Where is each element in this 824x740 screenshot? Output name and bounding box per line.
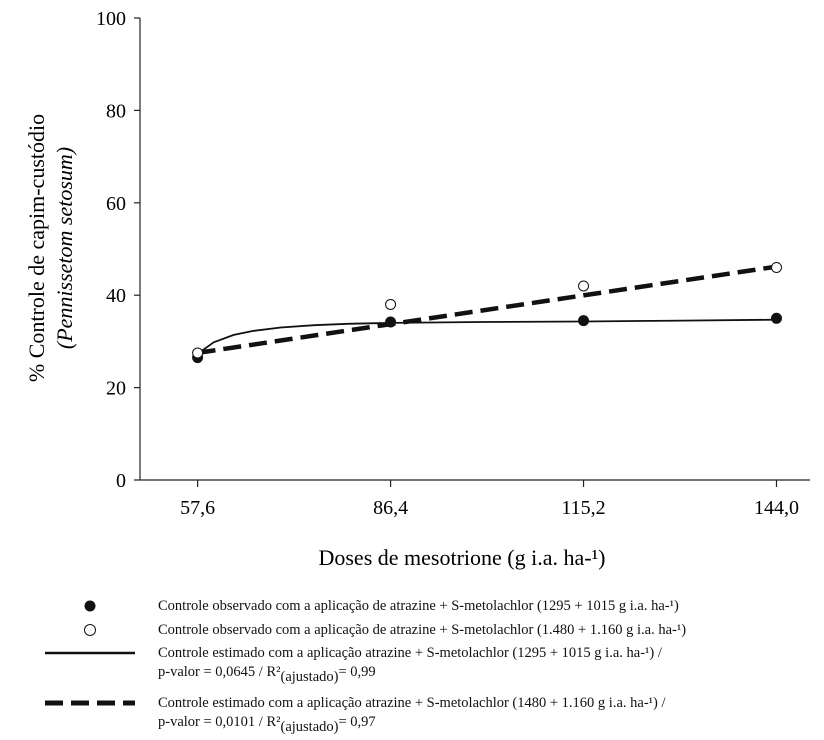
y-axis-label: % Controle de capim-custódio (Pennisseto…	[24, 114, 77, 382]
chart-marks	[192, 261, 782, 364]
legend-label-line1: Controle estimado com a aplicação atrazi…	[158, 695, 666, 711]
legend-pvalue: p-valor = 0,0645 / R²	[158, 664, 281, 680]
y-axis-label-line1: % Controle de capim-custódio	[24, 114, 49, 382]
legend-r2-value: = 0,97	[338, 714, 376, 730]
open-circle-marker-icon	[84, 624, 96, 636]
filled-circle-marker-icon	[84, 600, 96, 612]
legend-item-estimated-1: Controle estimado com a aplicação atrazi…	[40, 644, 820, 686]
legend-label-line2: p-valor = 0,0101 / R²(ajustado)= 0,97	[158, 713, 376, 736]
axes: 0 20 40 60 80 100 57,6 86,4 115,2 144,0	[96, 8, 810, 519]
dashed-fit-line	[197, 264, 777, 356]
legend-label: Controle observado com a aplicação de at…	[158, 622, 687, 638]
open-data-point	[385, 298, 397, 310]
filled-data-point	[771, 312, 782, 324]
y-tick-label: 20	[106, 378, 126, 400]
x-axis-label: Doses de mesotrione (g i.a. ha-¹)	[318, 545, 605, 570]
legend-subscript: (ajustado)	[280, 669, 339, 685]
y-tick-label: 60	[106, 193, 126, 215]
y-tick-label: 80	[106, 100, 126, 122]
legend-subscript: (ajustado)	[280, 719, 339, 735]
x-tick-label: 86,4	[373, 497, 408, 519]
y-tick-label: 100	[96, 8, 126, 30]
chart-svg: 0 20 40 60 80 100 57,6 86,4 115,2 144,0 Doses de …	[24, 8, 810, 570]
x-tick-label: 144,0	[754, 497, 799, 519]
dashed-line-icon	[45, 700, 135, 706]
y-tick-label: 0	[116, 470, 126, 492]
filled-data-point	[578, 315, 590, 327]
legend-pvalue: p-valor = 0,0101 / R²	[158, 714, 281, 730]
y-axis-label-line2: (Pennissetom setosum)	[52, 147, 77, 349]
legend-label-line2: p-valor = 0,0645 / R²(ajustado)= 0,99	[158, 663, 376, 686]
open-data-point	[771, 261, 782, 273]
open-data-point	[192, 347, 204, 359]
legend-label-line1: Controle estimado com a aplicação atrazi…	[158, 645, 662, 661]
x-tick-label: 57,6	[180, 497, 215, 519]
legend-r2-value: = 0,99	[338, 664, 376, 680]
solid-fit-line	[197, 318, 777, 355]
legend-item-observed-1: Controle observado com a aplicação de at…	[40, 597, 820, 615]
legend-item-estimated-2: Controle estimado com a aplicação atrazi…	[40, 694, 820, 736]
y-tick-label: 40	[106, 285, 126, 307]
filled-data-point	[385, 316, 397, 328]
open-data-point	[578, 280, 590, 292]
legend-label: Controle observado com a aplicação de at…	[158, 598, 679, 614]
solid-line-icon	[45, 651, 135, 655]
legend-item-observed-2: Controle observado com a aplicação de at…	[40, 621, 820, 639]
x-tick-label: 115,2	[561, 497, 605, 519]
